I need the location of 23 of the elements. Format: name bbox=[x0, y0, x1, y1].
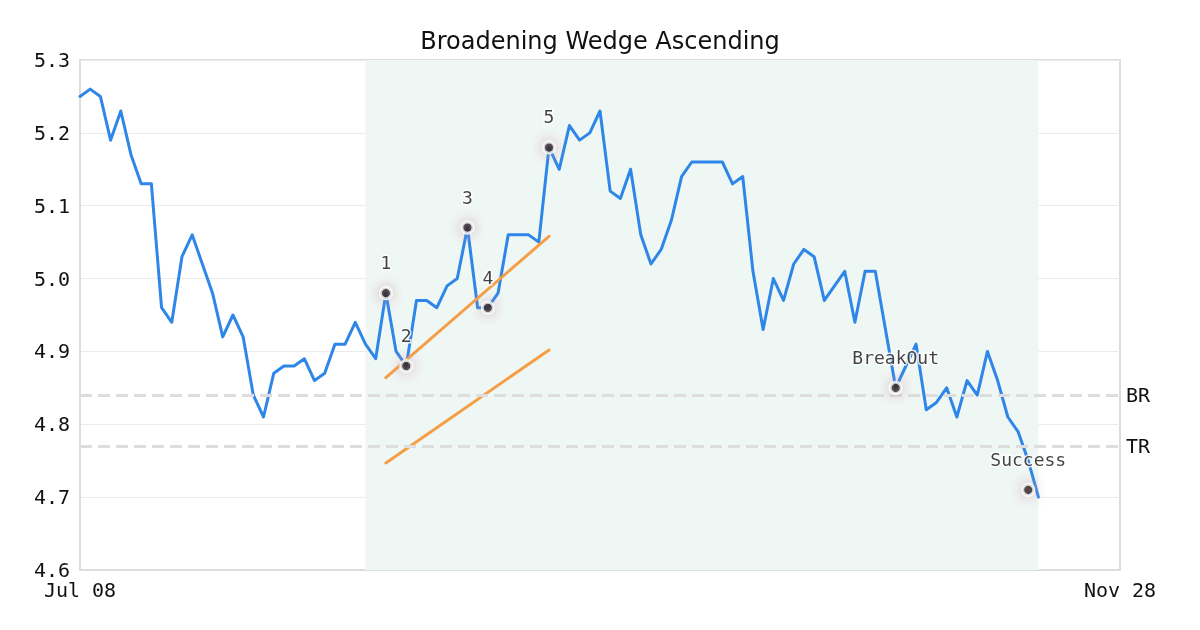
annotation: 3 bbox=[462, 186, 473, 208]
y-tick-label: 5.1 bbox=[33, 193, 70, 218]
point bbox=[542, 140, 557, 155]
y-tick-label: 5.0 bbox=[33, 266, 70, 291]
x-tick-label: Nov 28 bbox=[1083, 578, 1157, 602]
point bbox=[460, 220, 475, 235]
y-tick-label: 5.2 bbox=[33, 120, 70, 145]
y-tick-label: 4.9 bbox=[33, 339, 70, 364]
annotation: 2 bbox=[400, 325, 412, 346]
annotation: 5 bbox=[543, 106, 555, 128]
point bbox=[480, 300, 495, 315]
point bbox=[399, 359, 414, 373]
point bbox=[1021, 482, 1036, 497]
ref-line-label: BR bbox=[1126, 383, 1152, 408]
y-tick-label: 4.7 bbox=[33, 485, 70, 510]
annotation: 1 bbox=[380, 252, 392, 274]
y-tick-label: 5.3 bbox=[33, 48, 70, 72]
point bbox=[378, 286, 393, 301]
annotation: 4 bbox=[482, 266, 494, 288]
point bbox=[888, 380, 903, 395]
chart-title: Broadening Wedge Ascending bbox=[420, 27, 780, 55]
ref-line-label: TR bbox=[1126, 434, 1152, 459]
y-tick-label: 4.8 bbox=[33, 412, 70, 437]
